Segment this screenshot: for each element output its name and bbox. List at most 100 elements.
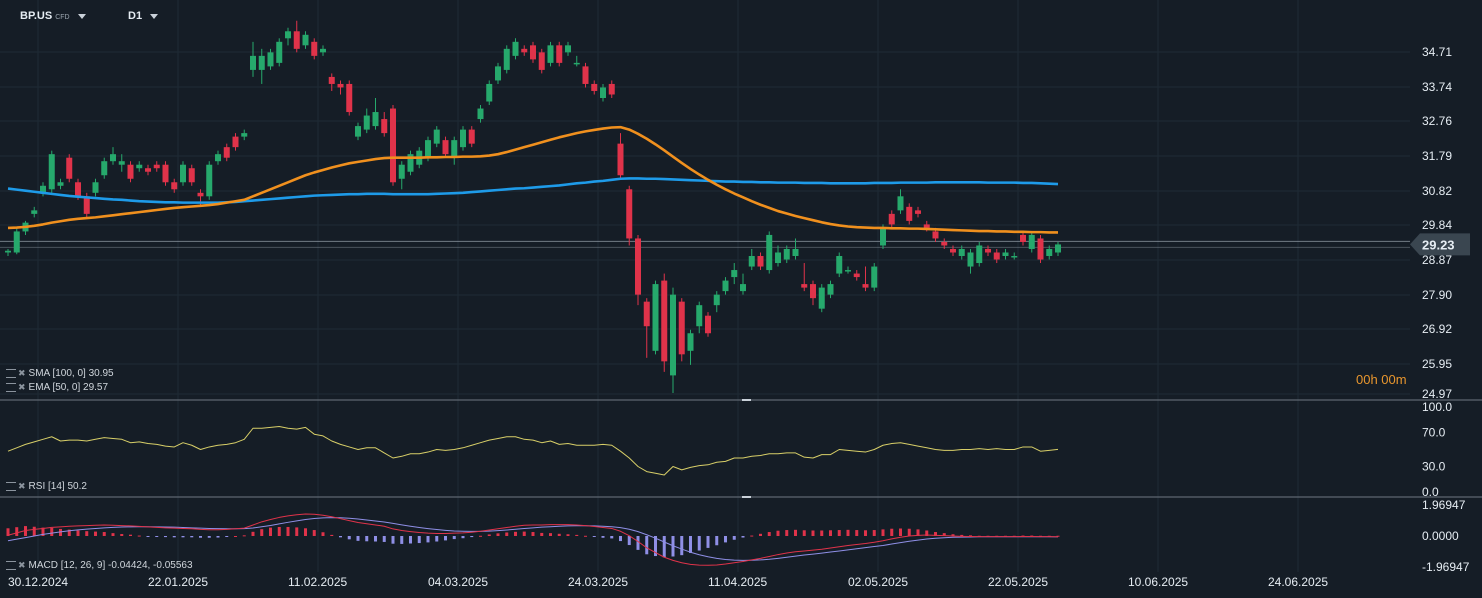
candle-up (407, 154, 414, 172)
symbol-selector[interactable]: BP.US CFD (20, 10, 86, 22)
indicator-sma-label[interactable]: ✖ SMA [100, 0] 30.95 (6, 368, 114, 379)
indicator-macd-label[interactable]: ✖ MACD [12, 26, 9] -0.04424, -0.05563 (6, 560, 193, 571)
macd-histogram-bar (934, 532, 937, 536)
candle-down (705, 315, 711, 334)
candle-up (92, 182, 99, 193)
candle-up (547, 45, 554, 63)
candle-down (608, 83, 615, 95)
settings-icon[interactable] (6, 368, 16, 378)
candle-up (600, 87, 606, 98)
macd-histogram-bar (181, 536, 185, 538)
candle-up (845, 270, 851, 272)
candle-up (250, 55, 256, 70)
macd-histogram-bar (190, 536, 194, 538)
candle-down (661, 280, 668, 362)
candle-up (976, 245, 983, 264)
macd-histogram-bar (59, 528, 62, 536)
current-price-badge (1410, 233, 1470, 256)
candle-up (880, 227, 886, 246)
price-tick-label: 24.97 (1422, 387, 1452, 401)
macd-histogram-bar (969, 535, 972, 537)
macd-histogram-bar (776, 530, 780, 536)
candle-up (398, 164, 405, 179)
candle-up (713, 294, 720, 306)
candle-up (118, 161, 125, 165)
macd-histogram-bar (785, 530, 789, 536)
candle-timer: 00h 00m (1356, 372, 1407, 387)
macd-histogram-bar (759, 533, 762, 536)
candle-down (853, 273, 860, 278)
price-tick-label: 27.90 (1422, 288, 1452, 302)
macd-histogram-bar (715, 536, 719, 546)
macd-histogram-bar (820, 530, 824, 536)
candle-up (1046, 248, 1053, 257)
macd-histogram-bar (6, 528, 10, 536)
symbol-name: BP.US (20, 10, 53, 22)
candle-up (101, 161, 108, 176)
macd-histogram-bar (496, 533, 500, 536)
price-tick-label: 31.79 (1422, 149, 1452, 163)
settings-icon[interactable] (6, 481, 16, 491)
candle-down (1020, 234, 1026, 242)
settings-icon[interactable] (6, 382, 16, 392)
macd-histogram-bar (102, 532, 106, 536)
macd-histogram-bar (864, 530, 867, 536)
close-icon[interactable]: ✖ (18, 560, 26, 570)
chevron-down-icon (77, 13, 86, 19)
candle-up (285, 31, 291, 39)
candle-down (923, 224, 930, 228)
settings-icon[interactable] (6, 560, 16, 570)
candle-up (206, 164, 213, 197)
timeframe-selector[interactable]: D1 (128, 10, 159, 22)
candle-up (320, 48, 326, 53)
macd-histogram-bar (531, 532, 535, 536)
candle-down (906, 206, 913, 221)
macd-histogram-bar (942, 533, 946, 536)
macd-histogram-bar (470, 536, 474, 538)
close-icon[interactable]: ✖ (18, 368, 26, 378)
candle-up (503, 48, 510, 70)
macd-histogram-bar (802, 530, 806, 536)
panel-resize-handle[interactable] (742, 496, 751, 498)
candle-down (381, 119, 388, 134)
macd-histogram-bar (146, 536, 150, 537)
macd-histogram-bar (837, 530, 841, 536)
macd-histogram-bar (514, 531, 517, 536)
candle-down (757, 256, 764, 267)
candle-up (372, 112, 379, 127)
candle-up (565, 45, 571, 53)
macd-histogram-bar (24, 526, 27, 536)
candle-up (897, 196, 904, 211)
candle-down (468, 129, 475, 144)
candle-down (328, 76, 335, 84)
macd-histogram-bar (925, 530, 929, 536)
macd-histogram-bar (391, 536, 395, 544)
macd-histogram-bar (260, 529, 264, 536)
macd-histogram-bar (899, 528, 902, 536)
candle-down (390, 108, 396, 183)
rsi-tick-label: 100.0 (1422, 400, 1452, 414)
macd-histogram-bar (829, 530, 832, 536)
indicator-rsi-label[interactable]: ✖ RSI [14] 50.2 (6, 481, 87, 492)
macd-histogram-bar (601, 536, 605, 538)
macd-histogram-bar (662, 536, 666, 558)
panel-resize-handle[interactable] (742, 399, 751, 401)
macd-histogram-bar (50, 527, 54, 536)
indicator-ema-label[interactable]: ✖ EMA [50, 0] 29.57 (6, 382, 108, 393)
close-icon[interactable]: ✖ (18, 481, 26, 491)
macd-histogram-bar (382, 536, 386, 542)
candle-up (573, 62, 580, 65)
date-tick-label: 02.05.2025 (848, 575, 908, 589)
date-tick-label: 22.05.2025 (988, 575, 1048, 589)
macd-histogram-bar (321, 532, 325, 536)
macd-histogram-bar (41, 527, 45, 536)
candle-up (136, 164, 143, 169)
macd-histogram-bar (584, 535, 587, 537)
candle-up (13, 231, 20, 253)
close-icon[interactable]: ✖ (18, 382, 26, 392)
macd-histogram-bar (286, 526, 290, 536)
macd-histogram-bar (846, 529, 850, 536)
candle-up (687, 333, 694, 351)
candle-up (792, 248, 799, 257)
